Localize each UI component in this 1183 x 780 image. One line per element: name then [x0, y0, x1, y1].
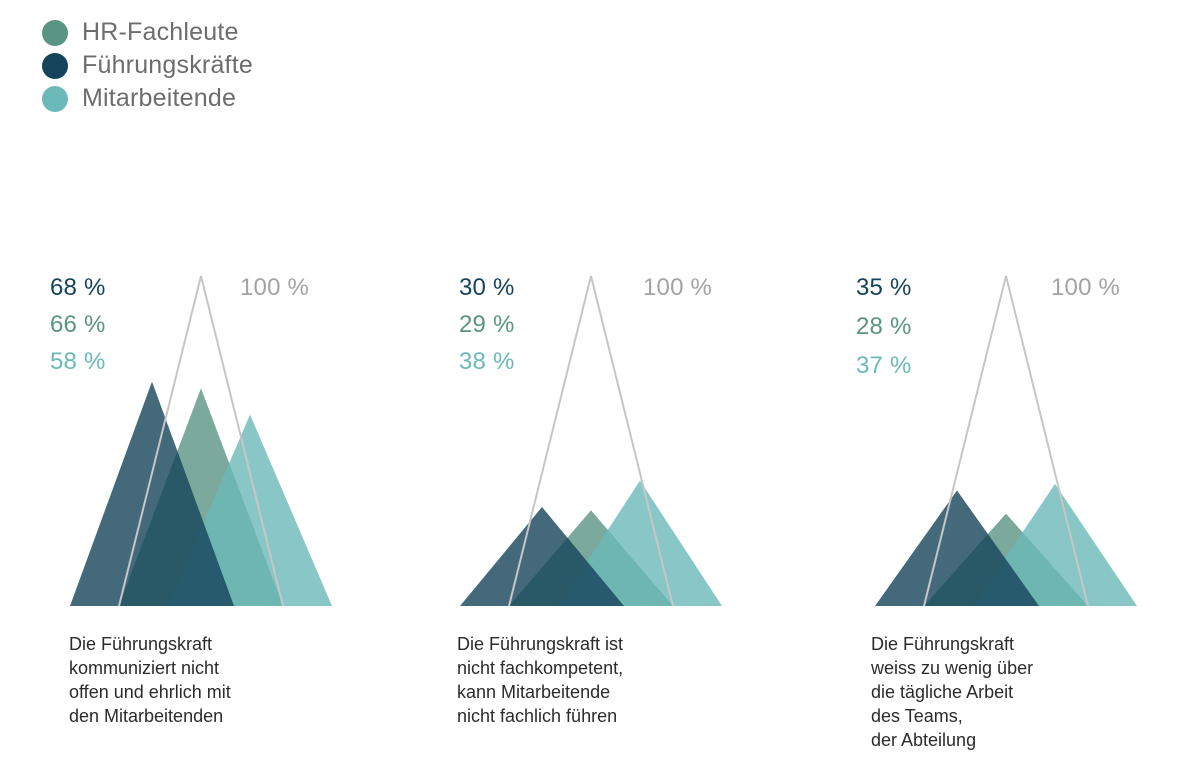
- chart-panel-1: 68 % 66 % 58 % 100 % Die Führungskraft k…: [40, 0, 370, 780]
- caption-line: die tägliche Arbeit: [871, 682, 1014, 702]
- chart-panel-2: 30 % 29 % 38 % 100 % Die Führungskraft i…: [434, 0, 764, 780]
- pct-label-mitarbeitende: 37 %: [856, 352, 912, 379]
- legend-item-hr: HR-Fachleute: [42, 16, 253, 49]
- pct-label-hr: 28 %: [856, 313, 912, 340]
- pct-label-hr: 29 %: [459, 311, 515, 338]
- caption-line: Die Führungskraft: [871, 634, 1015, 654]
- legend-dot-fuehrung: [42, 52, 68, 79]
- pct-label-fuehrung: 35 %: [856, 274, 912, 301]
- caption-line: Die Führungskraft ist: [457, 634, 624, 654]
- legend-dot-hr: [42, 19, 68, 46]
- full-label: 100 %: [643, 274, 713, 301]
- caption-line: kommuniziert nicht: [69, 658, 220, 678]
- full-label: 100 %: [240, 274, 310, 301]
- legend-dot-mitarbeitende: [42, 85, 68, 112]
- caption-line: Die Führungskraft: [69, 634, 213, 654]
- pct-label-fuehrung: 68 %: [50, 274, 106, 301]
- pct-label-mitarbeitende: 58 %: [50, 348, 106, 375]
- legend-item-mitarbeitende: Mitarbeitende: [42, 82, 253, 115]
- caption-line: offen und ehrlich mit: [69, 682, 231, 702]
- caption-line: nicht fachlich führen: [457, 706, 618, 726]
- legend-label-hr: HR-Fachleute: [82, 18, 239, 46]
- legend-label-mitarbeitende: Mitarbeitende: [82, 84, 237, 112]
- legend: HR-Fachleute Führungskräfte Mitarbeitend…: [42, 16, 253, 115]
- caption-line: des Teams,: [871, 706, 963, 726]
- outline-100-percent: [118, 275, 284, 607]
- caption: Die Führungskraft kommuniziert nicht off…: [69, 632, 329, 728]
- chart-panel-3: 35 % 28 % 37 % 100 % Die Führungskraft w…: [846, 0, 1176, 780]
- chart-svg-3: [875, 275, 1137, 607]
- caption-line: der Abteilung: [871, 730, 977, 750]
- pct-label-mitarbeitende: 38 %: [459, 348, 515, 375]
- caption-line: den Mitarbeitenden: [69, 706, 224, 726]
- pct-label-hr: 66 %: [50, 311, 106, 338]
- caption-line: weiss zu wenig über: [871, 658, 1034, 678]
- caption-line: kann Mitarbeitende: [457, 682, 611, 702]
- outline-100-percent: [508, 275, 674, 607]
- caption: Die Führungskraft weiss zu wenig über di…: [871, 632, 1131, 752]
- outline-100-percent: [923, 275, 1089, 607]
- triangle-führungskräfte: [70, 381, 234, 606]
- full-label: 100 %: [1051, 274, 1121, 301]
- triangle-mitarbeitende: [558, 480, 722, 606]
- legend-label-fuehrung: Führungskräfte: [82, 51, 253, 79]
- caption-line: nicht fachkompetent,: [457, 658, 624, 678]
- caption: Die Führungskraft ist nicht fachkompeten…: [457, 632, 717, 728]
- legend-item-fuehrung: Führungskräfte: [42, 49, 253, 82]
- triangle-führungskräfte: [460, 507, 624, 606]
- pct-label-fuehrung: 30 %: [459, 274, 515, 301]
- triangle-führungskräfte: [875, 490, 1039, 606]
- chart-svg-2: [460, 275, 722, 607]
- chart-svg-1: [70, 275, 332, 607]
